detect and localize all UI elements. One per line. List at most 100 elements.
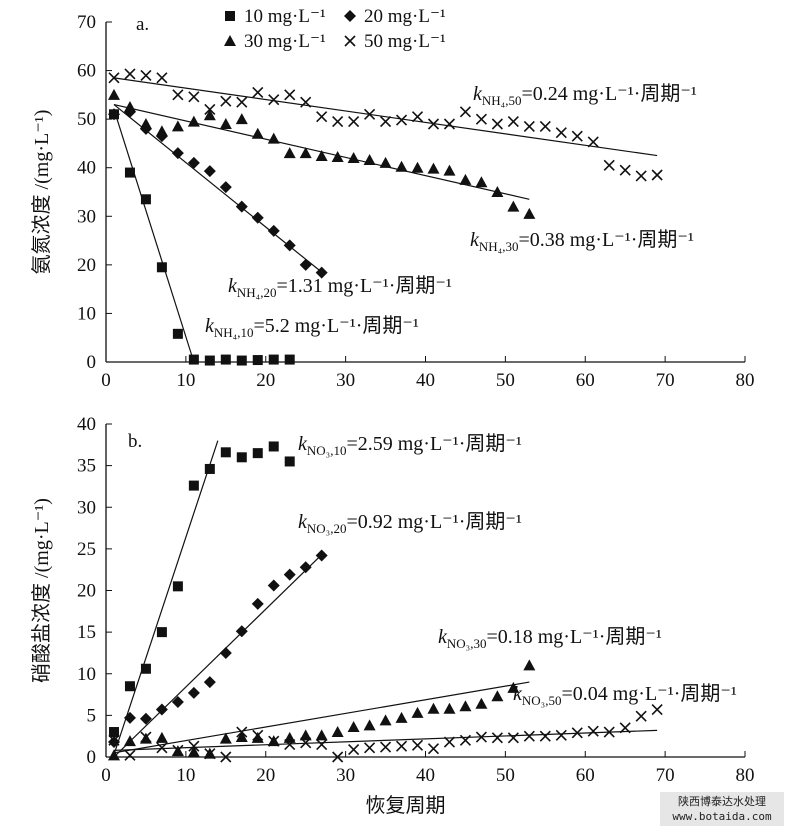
data-point: [252, 86, 264, 98]
y-axis-label: 硝酸盐浓度 /(mg·L⁻¹): [30, 498, 53, 683]
data-point: [283, 568, 296, 581]
data-point: [235, 625, 248, 638]
data-point: [251, 211, 264, 224]
data-point: [635, 710, 647, 722]
data-point: [107, 108, 120, 121]
data-point: [347, 721, 360, 733]
data-point: [235, 200, 248, 213]
data-point: [204, 103, 216, 115]
data-point: [459, 734, 472, 746]
data-point: [300, 96, 312, 108]
data-point: [220, 751, 232, 763]
data-point: [411, 706, 424, 718]
data-point: [267, 132, 280, 144]
data-point: [204, 748, 216, 760]
data-point: [427, 162, 440, 174]
data-point: [571, 130, 583, 142]
data-point: [219, 118, 232, 129]
x-tick-label: 50: [496, 765, 515, 786]
data-point: [155, 125, 168, 137]
data-point: [315, 266, 328, 279]
rate-annotation: kNH₄,10=5.2 mg·L⁻¹·周期⁻¹: [205, 315, 419, 340]
data-point: [523, 730, 535, 742]
data-point: [443, 702, 456, 714]
data-point: [172, 89, 184, 101]
data-point: [267, 224, 280, 237]
data-point: [459, 700, 472, 712]
data-point: [315, 549, 328, 562]
data-point: [523, 207, 536, 219]
data-point: [507, 116, 519, 128]
x-tick-label: 10: [176, 765, 195, 786]
data-point: [347, 152, 360, 163]
data-point: [140, 69, 152, 81]
data-point: [348, 116, 360, 128]
legend: 10 mg·L⁻¹ 20 mg·L⁻¹ 30 mg·L⁻¹ 50 mg·L⁻¹: [224, 6, 446, 52]
y-tick-label: 20: [77, 581, 96, 602]
data-point: [363, 153, 376, 165]
data-point: [523, 120, 535, 132]
data-point: [427, 118, 440, 130]
rate-annotation: kNO₃,50=0.04 mg·L⁻¹·周期⁻¹: [513, 683, 737, 708]
data-point: [651, 703, 663, 716]
data-point: [459, 106, 472, 118]
data-point: [268, 441, 279, 452]
x-tick-label: 60: [576, 765, 595, 786]
legend-marker: [225, 11, 235, 21]
data-point: [571, 727, 583, 739]
data-point: [587, 725, 599, 737]
series-triangle: [107, 88, 536, 219]
data-point: [203, 165, 216, 178]
data-point: [252, 355, 263, 366]
data-point: [236, 452, 247, 463]
data-point: [220, 95, 232, 107]
x-tick-label: 70: [656, 370, 675, 391]
data-point: [379, 741, 392, 753]
data-point: [507, 200, 520, 212]
data-point: [187, 156, 200, 169]
data-point: [107, 749, 120, 761]
data-point: [236, 355, 247, 366]
y-tick-label: 50: [77, 109, 96, 130]
y-tick-label: 35: [77, 456, 96, 477]
data-point: [203, 109, 216, 121]
data-point: [139, 118, 152, 129]
data-point: [171, 147, 184, 160]
data-point: [188, 354, 199, 365]
data-point: [156, 742, 168, 754]
data-point: [251, 731, 264, 743]
data-point: [491, 690, 504, 702]
data-point: [140, 194, 151, 205]
data-point: [156, 262, 167, 273]
x-tick-label: 40: [416, 370, 435, 391]
data-point: [139, 712, 152, 725]
data-point: [219, 732, 232, 744]
data-point: [379, 714, 392, 726]
data-point: [315, 729, 328, 741]
data-point: [235, 731, 248, 743]
y-tick-label: 30: [77, 497, 96, 518]
x-tick-label: 80: [736, 765, 755, 786]
x-tick-label: 80: [736, 370, 755, 391]
data-point: [363, 719, 376, 731]
data-point: [619, 722, 631, 734]
data-point: [172, 744, 184, 756]
y-tick-label: 0: [87, 747, 97, 768]
data-point: [395, 114, 408, 126]
y-tick-label: 25: [77, 539, 96, 560]
legend-label: 10 mg·L⁻¹: [244, 6, 326, 27]
data-point: [252, 448, 263, 459]
data-point: [124, 749, 136, 761]
series-cross: [108, 68, 663, 182]
data-point: [155, 703, 168, 716]
x-tick-label: 0: [101, 765, 111, 786]
x-tick-label: 20: [256, 370, 275, 391]
data-point: [124, 167, 135, 178]
panel-label: a.: [136, 14, 149, 35]
legend-marker: [344, 35, 356, 47]
data-point: [348, 743, 360, 756]
data-point: [188, 91, 200, 103]
rate-annotation: kNO₃,10=2.59 mg·L⁻¹·周期⁻¹: [298, 433, 522, 458]
data-point: [235, 113, 248, 125]
